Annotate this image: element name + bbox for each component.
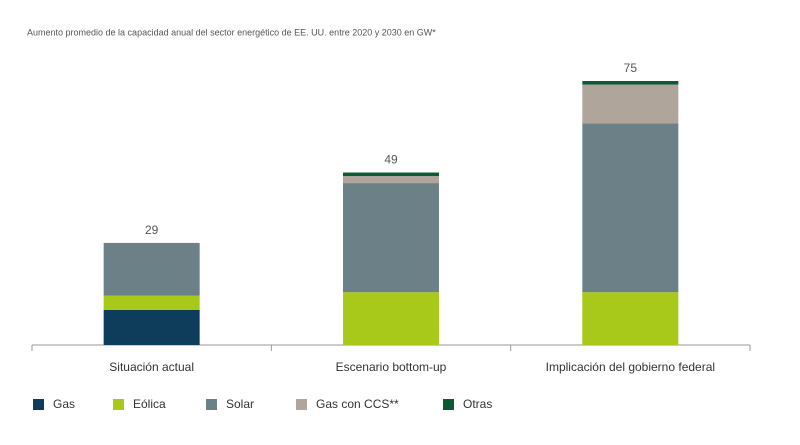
total-label: 49: [384, 153, 398, 167]
bar-segment: [343, 176, 439, 184]
chart-title: Aumento promedio de la capacidad anual d…: [27, 27, 436, 37]
bar-segment: [582, 123, 679, 293]
bar-segment: [343, 292, 439, 345]
total-label: 75: [624, 61, 638, 75]
legend-swatch: [206, 399, 217, 410]
bar-segment: [103, 309, 200, 345]
bar-segment: [343, 172, 439, 177]
bar-segment: [103, 295, 200, 310]
bar-segment: [343, 183, 439, 293]
legend-label: Otras: [463, 397, 492, 411]
bar-segment: [582, 84, 679, 124]
bar-segment: [582, 292, 679, 345]
x-tick-label: Situación actual: [109, 360, 195, 374]
legend-swatch: [113, 399, 124, 410]
x-tick-label: Implicación del gobierno federal: [545, 360, 716, 374]
bar-segment: [103, 242, 200, 296]
x-tick-label: Escenario bottom-up: [335, 360, 447, 374]
bar-segment: [582, 81, 679, 85]
total-label: 29: [145, 223, 159, 237]
legend-label: Gas: [53, 397, 75, 411]
legend-label: Eólica: [133, 397, 166, 411]
legend-swatch: [296, 399, 307, 410]
legend-label: Gas con CCS**: [316, 397, 399, 411]
legend-swatch: [33, 399, 44, 410]
legend-swatch: [443, 399, 454, 410]
legend-label: Solar: [226, 397, 254, 411]
